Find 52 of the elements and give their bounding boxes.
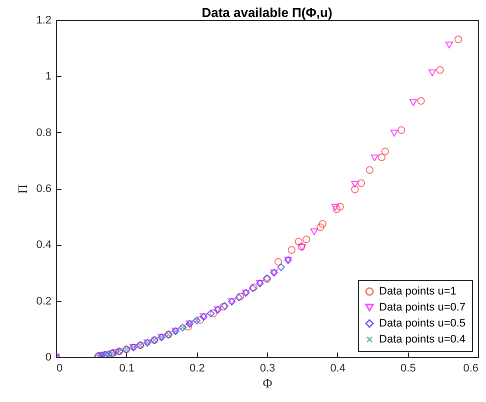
point	[277, 263, 285, 271]
point	[417, 97, 425, 105]
x-tick-label: 0.1	[119, 362, 134, 374]
y-axis-title: Π	[15, 184, 30, 194]
y-tick-label: 0.8	[36, 126, 52, 139]
point	[366, 166, 374, 174]
point	[310, 228, 318, 236]
point	[302, 235, 310, 244]
point	[288, 246, 296, 254]
y-tick-label: 0	[45, 352, 52, 364]
point	[331, 204, 340, 211]
y-tick-label: 0.4	[36, 239, 52, 252]
y-tick-label: 0.6	[36, 183, 52, 195]
point	[390, 130, 398, 137]
point	[428, 69, 436, 76]
point	[294, 238, 303, 246]
x-tick-label: 0.2	[190, 362, 205, 374]
point	[196, 316, 204, 324]
point	[318, 220, 326, 228]
point	[351, 180, 359, 188]
y-tick-label: 0.2	[36, 295, 52, 308]
point	[454, 36, 462, 44]
x-tick-label: 0.6	[463, 362, 478, 374]
point	[436, 66, 444, 74]
y-tick-label: 1	[45, 70, 52, 83]
x-tick-label: 0.5	[400, 362, 416, 374]
point	[104, 350, 113, 357]
point	[445, 42, 454, 48]
x-tick-label: 0.4	[330, 362, 346, 374]
x-tick-label: 0	[56, 362, 63, 374]
point	[112, 349, 120, 356]
point	[210, 309, 218, 318]
point	[397, 126, 406, 134]
x-axis-title: Φ	[262, 376, 273, 390]
legend-label: Data points u=1	[379, 286, 456, 298]
x-tick-label: 0.3	[260, 362, 276, 374]
point	[336, 202, 344, 211]
legend-label: Data points u=0.4	[379, 334, 466, 346]
point	[206, 310, 215, 318]
point	[351, 185, 359, 194]
legend-label: Data points u=0.7	[379, 302, 466, 314]
point	[370, 154, 378, 162]
point	[316, 223, 324, 232]
point	[381, 148, 390, 156]
point	[274, 258, 282, 266]
chart-title: Data available Π(Φ,u)	[202, 5, 332, 20]
point	[409, 99, 418, 106]
y-tick-label: 1.2	[36, 14, 52, 26]
point	[184, 322, 192, 331]
point	[357, 179, 366, 188]
point	[378, 153, 386, 162]
legend-label: Data points u=0.5	[379, 318, 466, 330]
